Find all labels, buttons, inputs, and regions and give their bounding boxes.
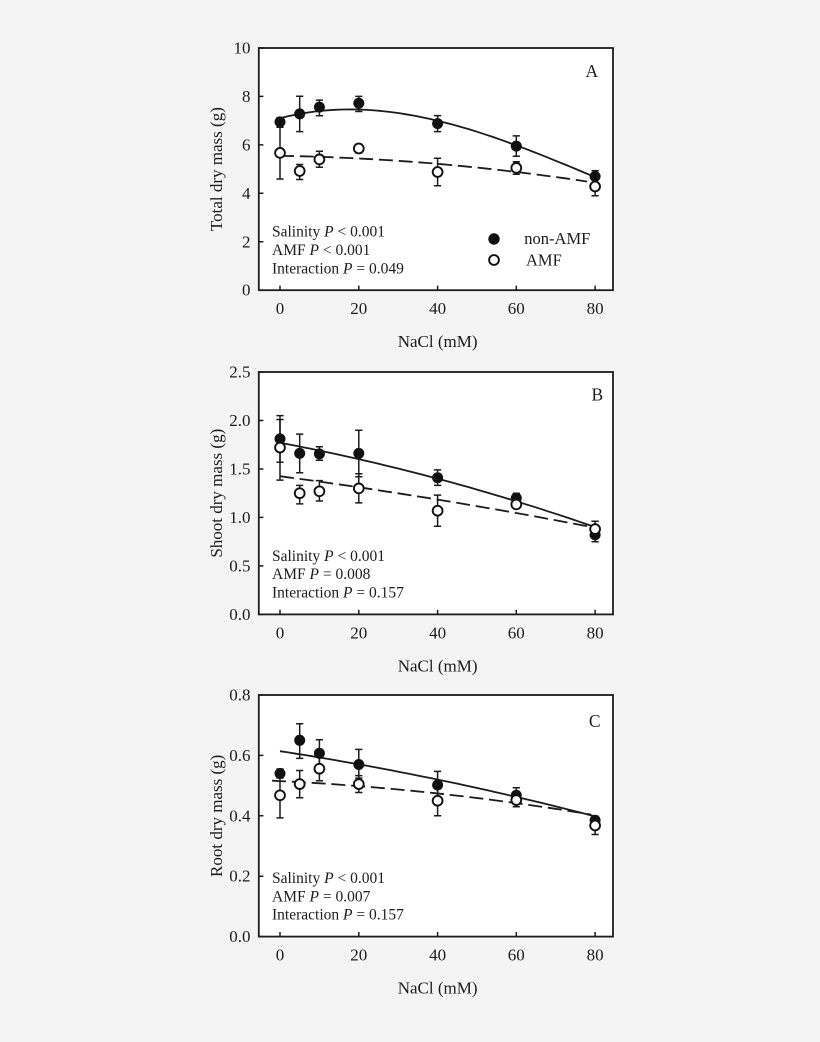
svg-text:0.8: 0.8: [229, 686, 250, 705]
svg-text:C: C: [589, 711, 601, 731]
svg-text:0: 0: [276, 623, 285, 642]
svg-text:10: 10: [234, 39, 251, 58]
svg-text:0.6: 0.6: [229, 746, 250, 765]
svg-text:Salinity P < 0.001: Salinity P < 0.001: [272, 548, 385, 565]
svg-text:0.5: 0.5: [229, 556, 250, 575]
svg-text:A: A: [585, 61, 598, 81]
svg-text:Interaction P = 0.157: Interaction P = 0.157: [272, 907, 404, 924]
svg-text:60: 60: [508, 299, 525, 318]
svg-text:80: 80: [587, 946, 604, 965]
svg-text:4: 4: [242, 184, 251, 203]
svg-text:60: 60: [508, 623, 525, 642]
svg-text:80: 80: [587, 299, 604, 318]
svg-text:0.0: 0.0: [229, 927, 250, 946]
svg-text:Shoot dry mass (g): Shoot dry mass (g): [207, 429, 226, 558]
svg-text:non-AMF: non-AMF: [524, 229, 590, 248]
svg-text:40: 40: [429, 946, 446, 965]
svg-text:20: 20: [350, 299, 367, 318]
svg-text:1.5: 1.5: [229, 460, 250, 479]
svg-text:NaCl (mM): NaCl (mM): [398, 332, 478, 351]
svg-text:NaCl (mM): NaCl (mM): [398, 656, 478, 675]
svg-text:60: 60: [508, 946, 525, 965]
svg-text:Total dry mass (g): Total dry mass (g): [207, 107, 226, 231]
svg-text:0: 0: [276, 299, 285, 318]
svg-text:0.2: 0.2: [229, 867, 250, 886]
svg-text:AMF P = 0.008: AMF P = 0.008: [272, 566, 371, 583]
svg-text:20: 20: [350, 946, 367, 965]
svg-text:8: 8: [242, 87, 251, 106]
svg-text:AMF P < 0.001: AMF P < 0.001: [272, 242, 370, 259]
svg-text:40: 40: [429, 623, 446, 642]
svg-text:20: 20: [350, 623, 367, 642]
svg-text:Interaction P = 0.157: Interaction P = 0.157: [272, 585, 404, 602]
svg-text:2.5: 2.5: [229, 363, 250, 382]
svg-text:Salinity P < 0.001: Salinity P < 0.001: [272, 224, 385, 241]
svg-text:2: 2: [242, 232, 251, 251]
svg-text:0: 0: [276, 946, 285, 965]
svg-text:40: 40: [429, 299, 446, 318]
svg-text:Interaction P = 0.049: Interaction P = 0.049: [272, 260, 404, 277]
svg-text:AMF: AMF: [526, 250, 562, 269]
svg-text:0.4: 0.4: [229, 806, 251, 825]
svg-text:0: 0: [242, 281, 251, 300]
svg-text:Salinity P < 0.001: Salinity P < 0.001: [272, 870, 385, 887]
svg-text:B: B: [591, 385, 603, 405]
svg-text:6: 6: [242, 135, 251, 154]
svg-text:2.0: 2.0: [229, 411, 250, 430]
svg-text:80: 80: [587, 623, 604, 642]
svg-text:Root dry mass (g): Root dry mass (g): [207, 755, 226, 877]
svg-text:1.0: 1.0: [229, 508, 250, 527]
svg-text:AMF P = 0.007: AMF P = 0.007: [272, 888, 371, 905]
svg-text:NaCl (mM): NaCl (mM): [398, 979, 478, 998]
svg-text:0.0: 0.0: [229, 605, 250, 624]
